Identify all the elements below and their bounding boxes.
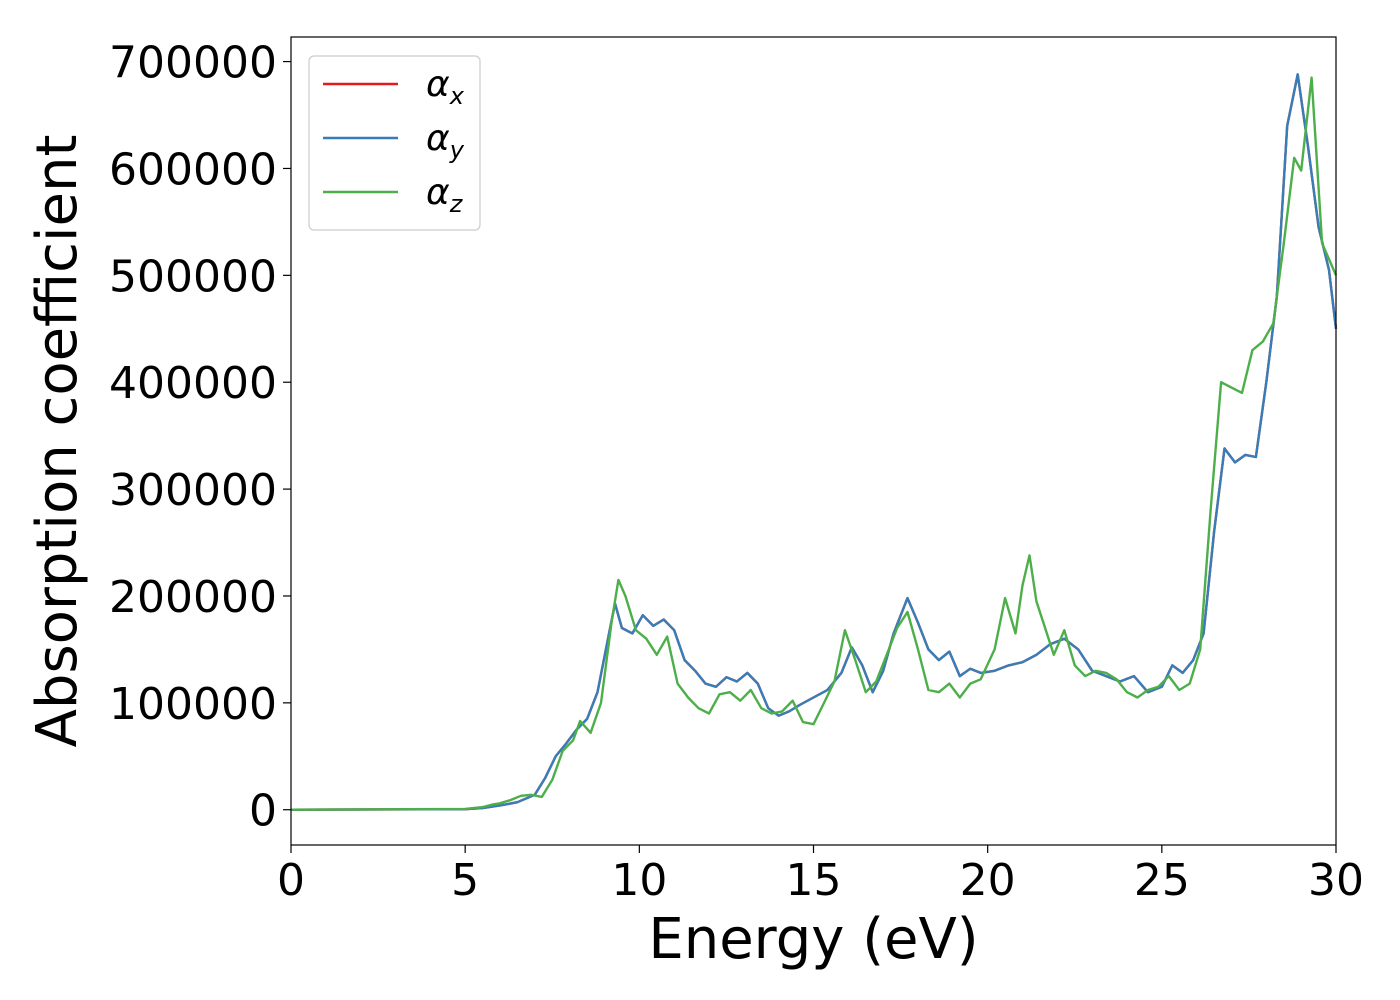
y-tick-label: 500000 (109, 251, 277, 302)
y-axis-label: Absorption coefficient (25, 135, 90, 748)
x-tick-label: 25 (1134, 855, 1190, 906)
x-tick-label: 5 (451, 855, 479, 906)
y-tick-label: 100000 (109, 679, 277, 730)
y-tick-label: 400000 (109, 358, 277, 409)
y-tick-label: 200000 (109, 572, 277, 623)
x-tick-label: 30 (1308, 855, 1364, 906)
x-tick-label: 15 (786, 855, 842, 906)
x-tick-label: 0 (277, 855, 305, 906)
y-tick-label: 600000 (109, 144, 277, 195)
x-axis-ticks: 0 5 10 15 20 25 30 (277, 845, 1364, 906)
y-tick-label: 0 (249, 786, 277, 837)
y-axis-ticks: 0 100000 200000 300000 400000 500000 600000 700… (109, 38, 291, 837)
legend-box (308, 55, 481, 231)
y-tick-label: 300000 (109, 465, 277, 516)
x-tick-label: 10 (611, 855, 667, 906)
y-tick-label: 700000 (109, 38, 277, 89)
x-tick-label: 20 (960, 855, 1016, 906)
legend-label-y: αy (426, 118, 465, 164)
x-axis-label: Energy (eV) (648, 907, 978, 972)
series-layer (290, 73, 1338, 811)
series-line-z (290, 76, 1338, 811)
